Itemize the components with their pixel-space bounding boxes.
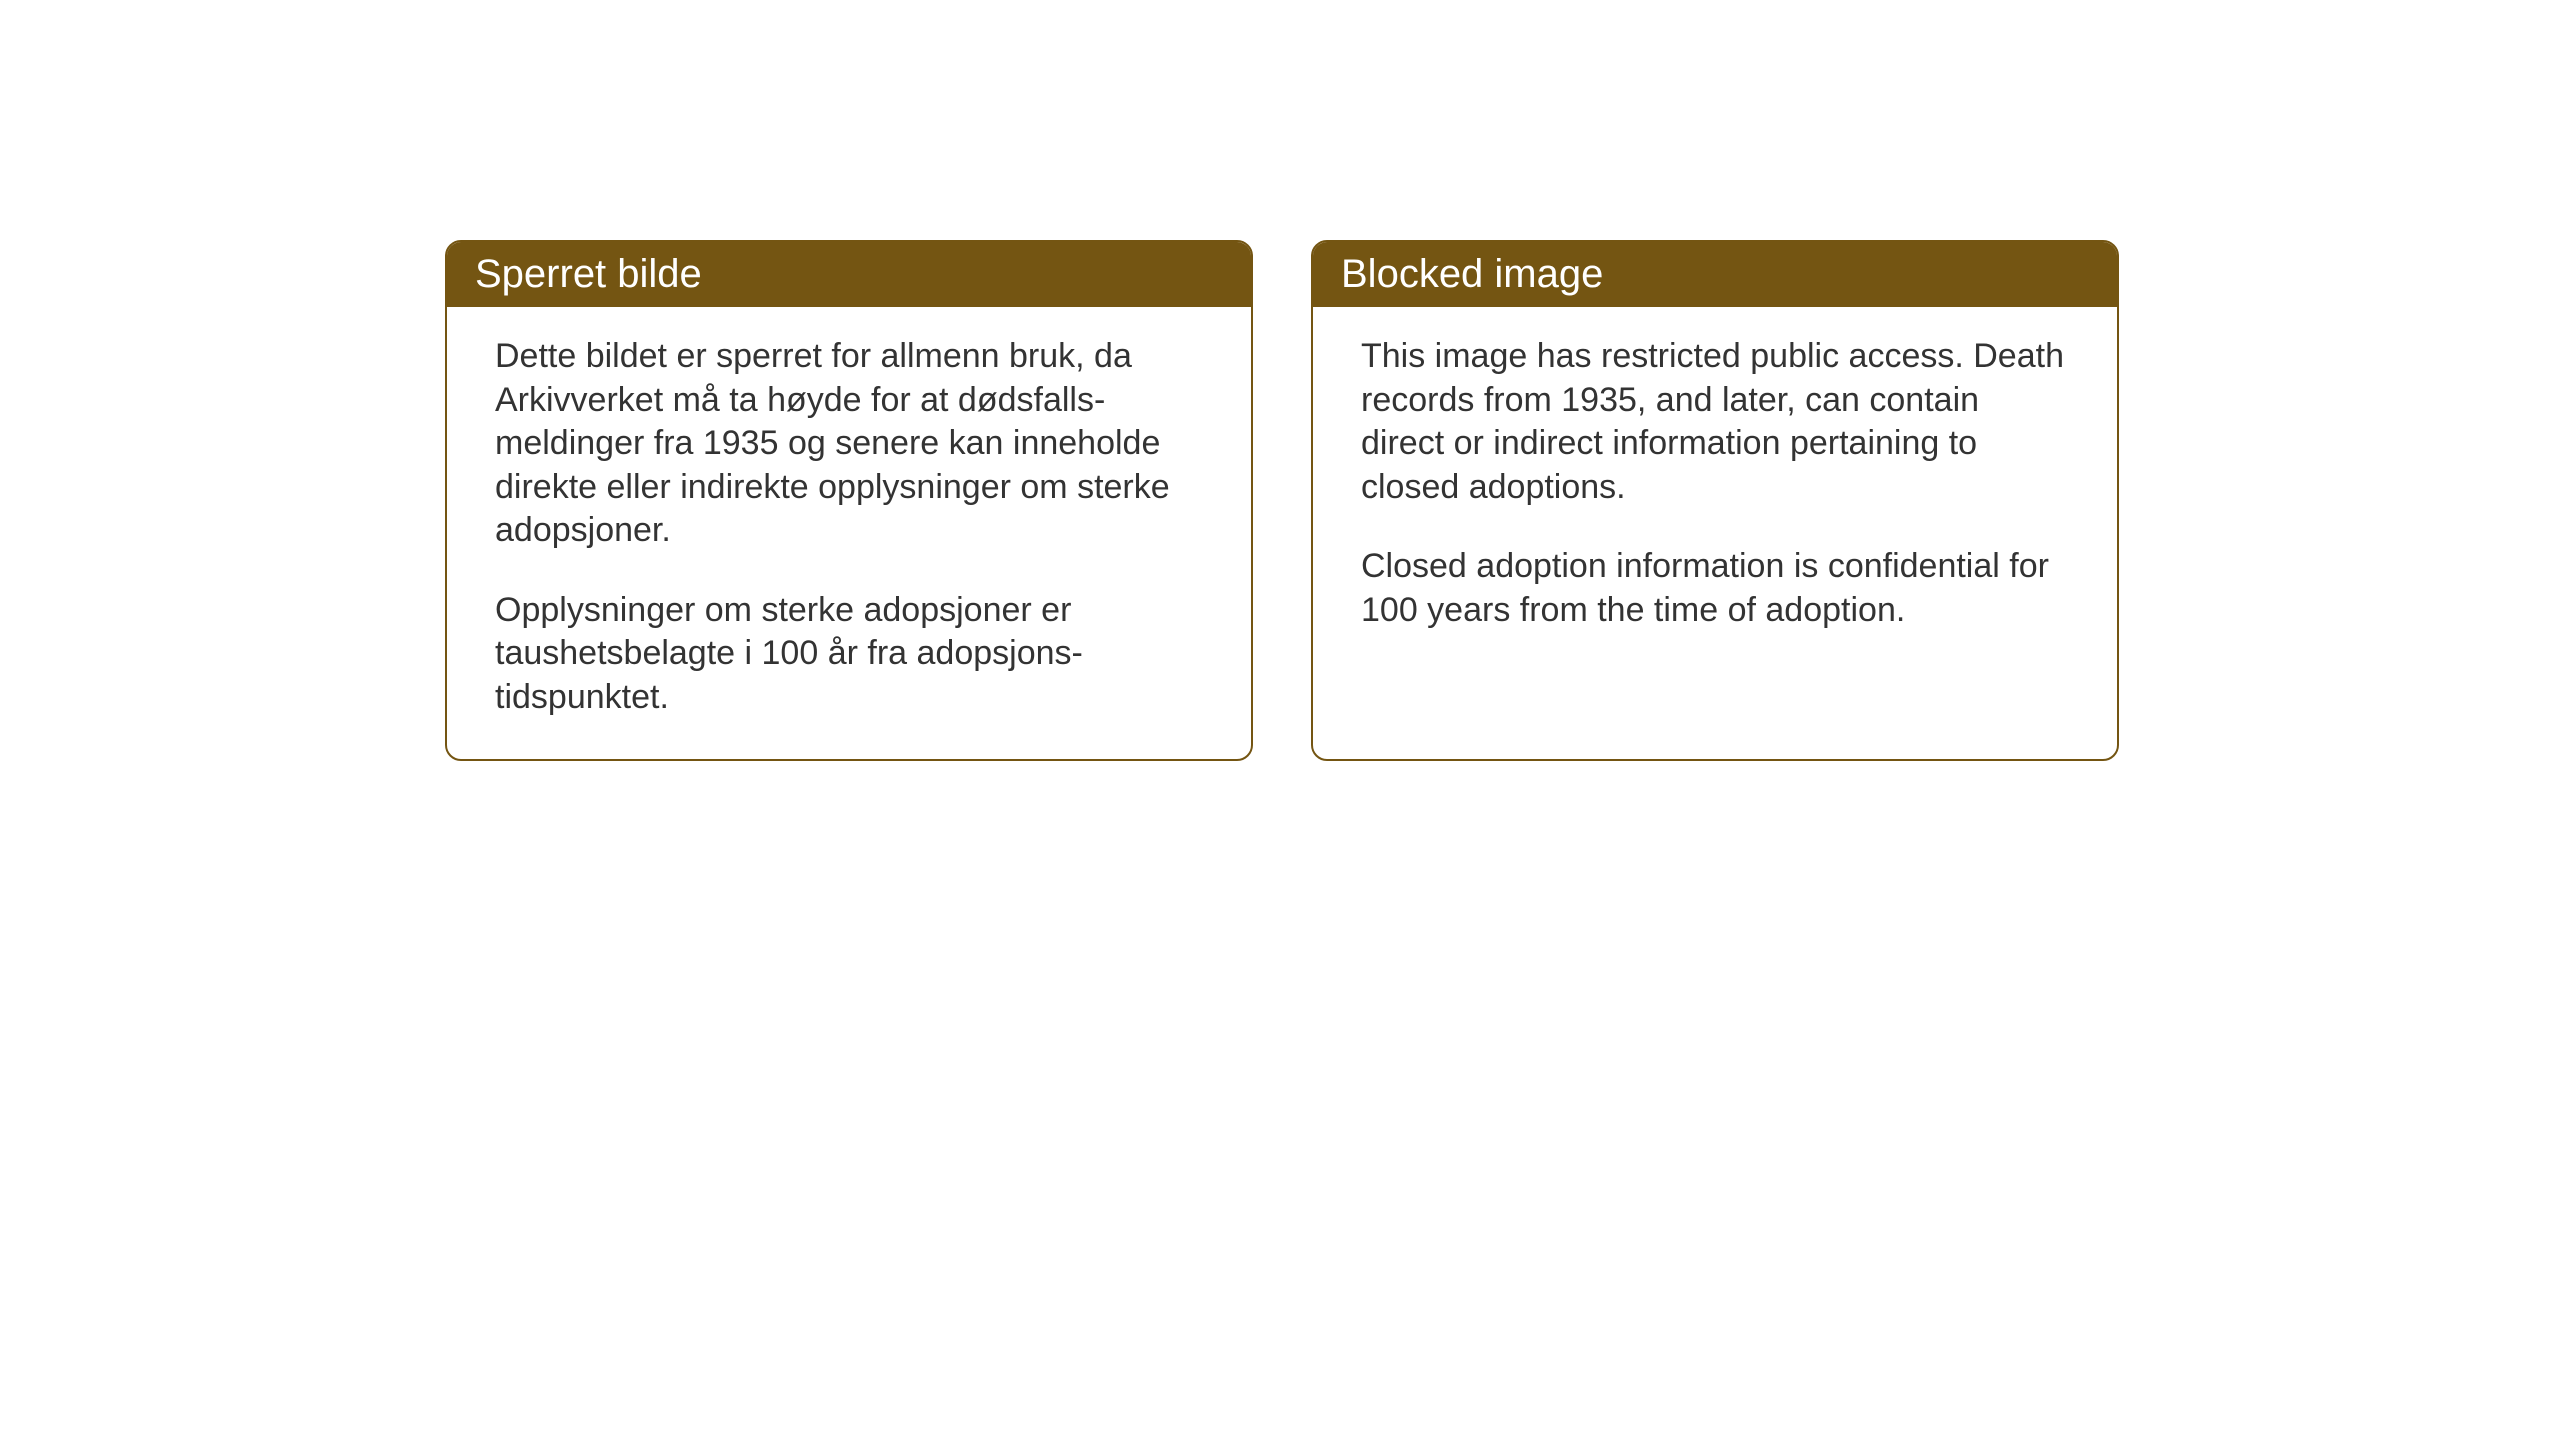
- card-title-norwegian: Sperret bilde: [475, 252, 702, 296]
- card-header-english: Blocked image: [1313, 242, 2117, 307]
- card-body-english: This image has restricted public access.…: [1313, 307, 2117, 672]
- card-paragraph-english-1: This image has restricted public access.…: [1361, 335, 2069, 509]
- card-header-norwegian: Sperret bilde: [447, 242, 1251, 307]
- card-paragraph-english-2: Closed adoption information is confident…: [1361, 545, 2069, 632]
- notice-card-english: Blocked image This image has restricted …: [1311, 240, 2119, 761]
- card-paragraph-norwegian-1: Dette bildet er sperret for allmenn bruk…: [495, 335, 1203, 553]
- notice-card-norwegian: Sperret bilde Dette bildet er sperret fo…: [445, 240, 1253, 761]
- notice-container: Sperret bilde Dette bildet er sperret fo…: [445, 240, 2119, 761]
- card-paragraph-norwegian-2: Opplysninger om sterke adopsjoner er tau…: [495, 589, 1203, 720]
- card-title-english: Blocked image: [1341, 252, 1603, 296]
- card-body-norwegian: Dette bildet er sperret for allmenn bruk…: [447, 307, 1251, 759]
